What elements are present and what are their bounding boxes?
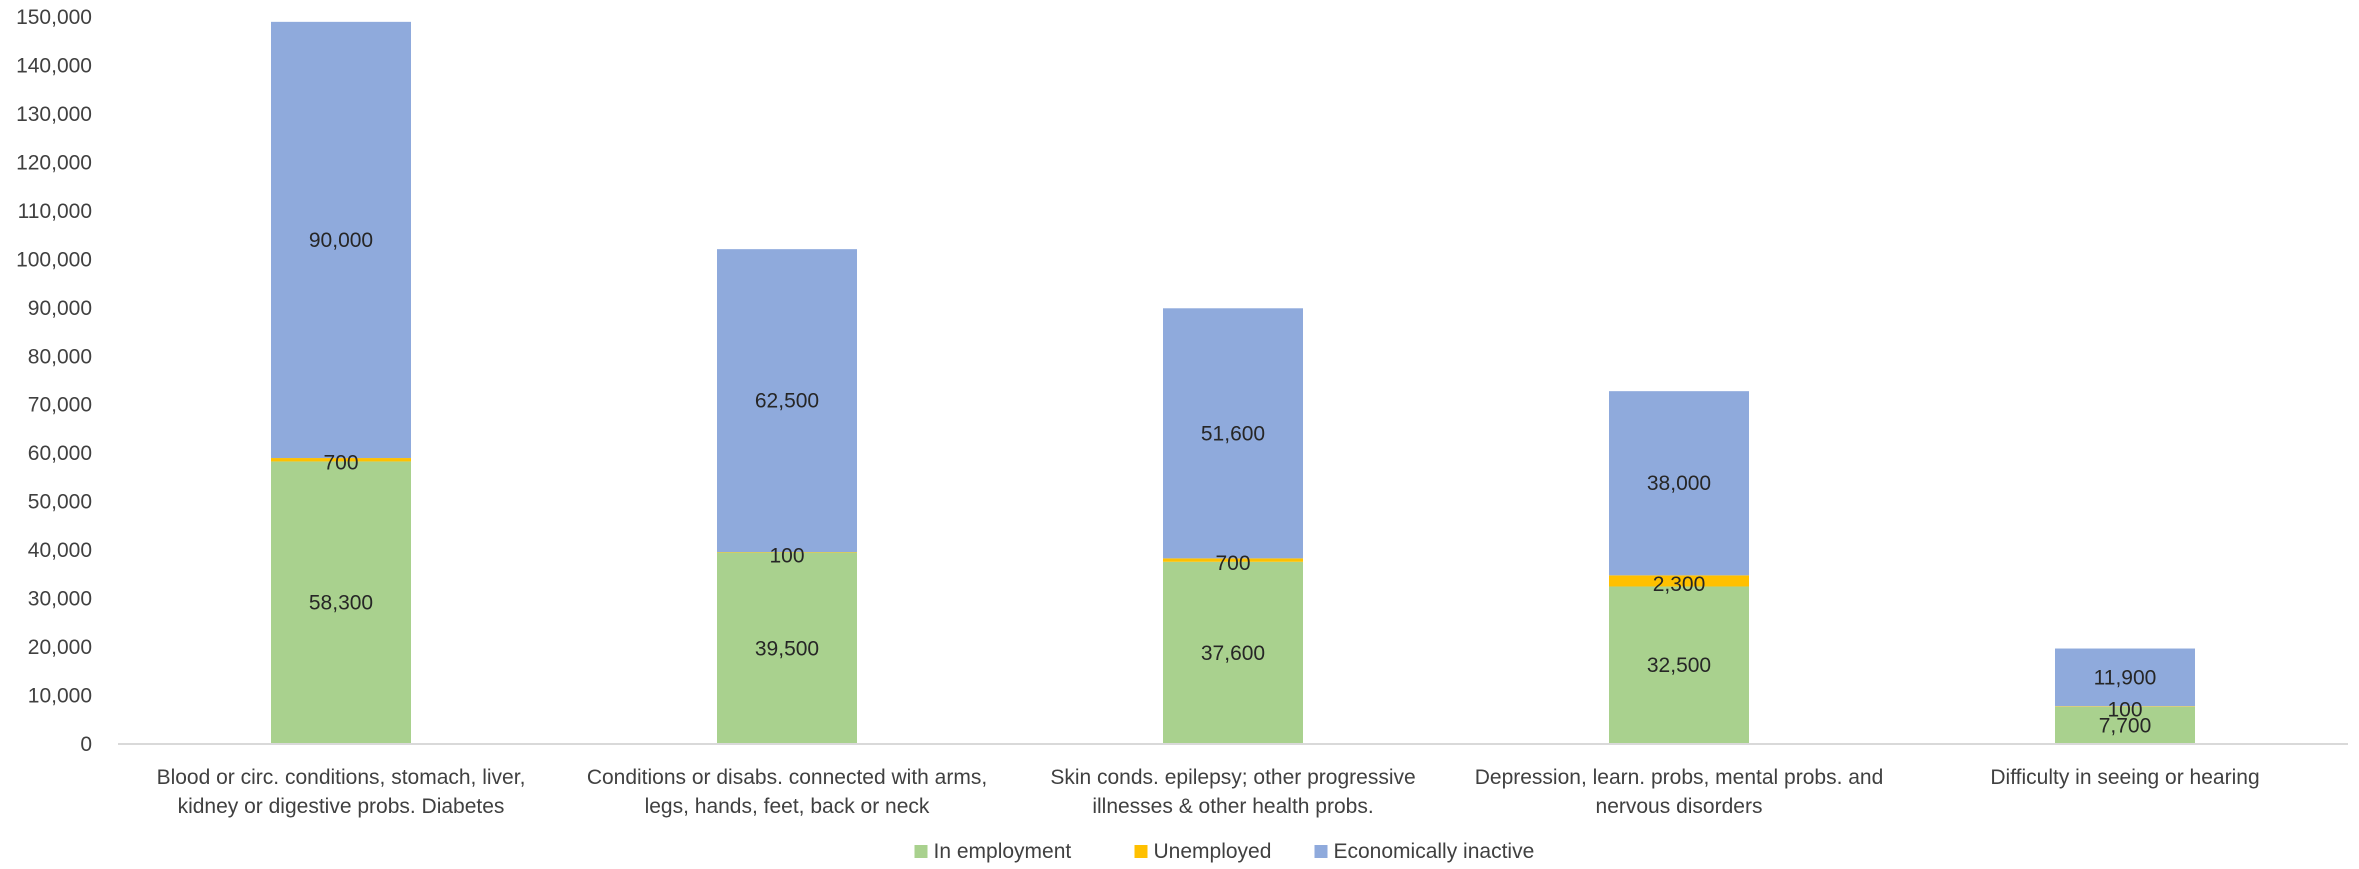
category-label: nervous disorders xyxy=(1596,795,1763,818)
y-tick-label: 70,000 xyxy=(28,394,92,417)
bar-segment xyxy=(2055,706,2195,744)
category-label: Depression, learn. probs, mental probs. … xyxy=(1475,766,1884,789)
y-tick-label: 20,000 xyxy=(28,636,92,659)
category-label: Blood or circ. conditions, stomach, live… xyxy=(157,766,526,789)
category-label: illnesses & other health probs. xyxy=(1092,795,1373,818)
category-label: kidney or digestive probs. Diabetes xyxy=(178,795,505,818)
legend-label: In employment xyxy=(934,840,1072,863)
y-tick-label: 90,000 xyxy=(28,297,92,320)
data-label: 700 xyxy=(1215,552,1250,575)
y-tick-label: 110,000 xyxy=(18,200,92,223)
x-axis: Blood or circ. conditions, stomach, live… xyxy=(118,743,2348,818)
data-label: 37,600 xyxy=(1201,642,1265,665)
data-label: 700 xyxy=(323,452,358,475)
legend: In employment Unemployed Economically inac… xyxy=(914,840,1535,863)
y-tick-label: 10,000 xyxy=(28,685,92,708)
bar-segment xyxy=(1609,586,1749,744)
legend-label: Unemployed xyxy=(1154,840,1272,863)
bar-segment xyxy=(717,249,857,553)
data-label: 38,000 xyxy=(1647,472,1711,495)
data-label: 62,500 xyxy=(755,390,819,413)
bar-segment xyxy=(1609,575,1749,587)
data-label: 7,700 xyxy=(2099,714,2152,737)
bars: 58,300 700 90,000 39,500 100 62,500 37,600 700 5… xyxy=(271,21,2195,744)
y-tick-label: 0 xyxy=(80,733,92,756)
data-label: 58,300 xyxy=(309,592,373,615)
y-axis: 0 10,000 20,000 30,000 40,000 50,000 60,000 70,… xyxy=(16,6,92,756)
bar-segment xyxy=(271,21,411,459)
legend-swatch xyxy=(1314,845,1328,858)
bar-segment xyxy=(1609,391,1749,576)
data-label: 32,500 xyxy=(1647,654,1711,677)
bar-segment xyxy=(717,552,857,744)
category-label: legs, hands, feet, back or neck xyxy=(645,795,930,818)
legend-swatch xyxy=(914,845,928,858)
category-label: Conditions or disabs. connected with arm… xyxy=(587,766,987,789)
bar-segment xyxy=(1163,561,1303,744)
data-label: 39,500 xyxy=(755,637,819,660)
y-tick-label: 80,000 xyxy=(28,345,92,368)
y-tick-label: 120,000 xyxy=(16,151,92,174)
y-tick-label: 60,000 xyxy=(28,442,92,465)
data-label: 100 xyxy=(2107,698,2142,721)
y-tick-label: 130,000 xyxy=(16,103,92,126)
data-label: 90,000 xyxy=(309,229,373,252)
y-tick-label: 40,000 xyxy=(28,539,92,562)
bar-segment xyxy=(271,461,411,744)
y-tick-label: 30,000 xyxy=(28,588,92,611)
y-tick-label: 140,000 xyxy=(16,54,92,77)
data-label: 11,900 xyxy=(2094,666,2157,689)
data-label: 2,300 xyxy=(1653,573,1706,596)
y-tick-label: 100,000 xyxy=(16,248,92,271)
bar-segment xyxy=(1163,308,1303,559)
legend-label: Economically inactive xyxy=(1334,840,1535,863)
data-label: 51,600 xyxy=(1201,422,1265,445)
legend-swatch xyxy=(1134,845,1148,858)
bar-segment xyxy=(1163,558,1303,562)
bar-segment xyxy=(271,458,411,462)
bar-segment xyxy=(2055,648,2195,707)
y-tick-label: 150,000 xyxy=(16,6,92,29)
y-tick-label: 50,000 xyxy=(28,491,92,514)
category-label: Skin conds. epilepsy; other progressive xyxy=(1050,766,1415,789)
data-label: 100 xyxy=(769,544,804,567)
category-label: Difficulty in seeing or hearing xyxy=(1990,766,2259,789)
